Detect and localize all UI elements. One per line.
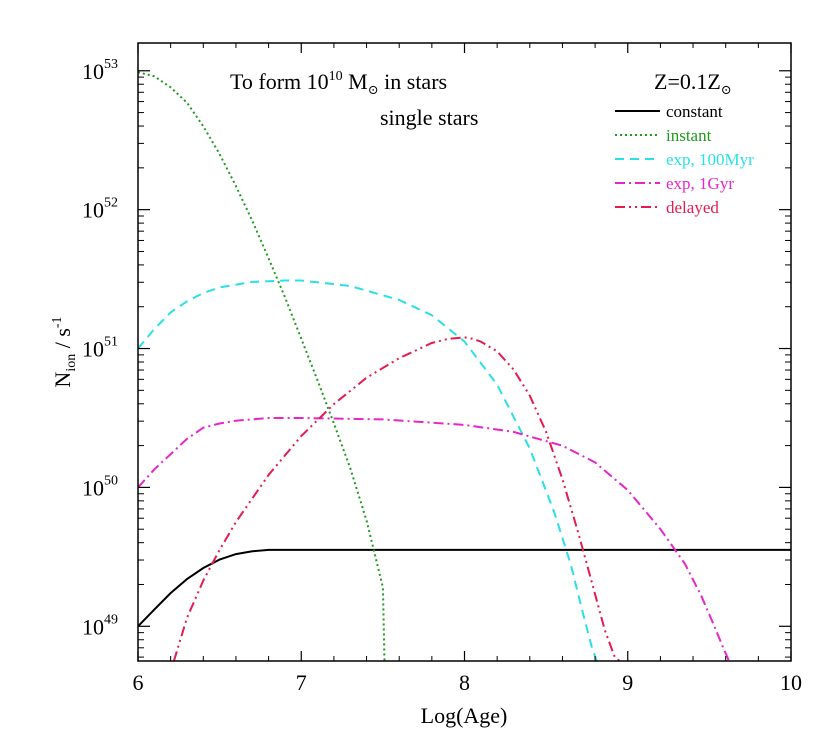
y-tick-label: 1051 [82,335,118,362]
plot-frame [137,42,792,662]
sun-symbol: ⊙ [721,82,732,97]
y-tick-exp: 50 [104,473,118,488]
y-tick-label: 1049 [82,612,118,639]
legend: constant instant exp, 100Myr exp, 1Gyr delay… [615,102,754,217]
title-unit: M [343,69,368,94]
legend-label: exp, 100Myr [666,150,754,169]
x-tick-label: 6 [133,670,144,695]
y-tick-label: 1053 [82,57,118,84]
y-tick-label: 1052 [82,196,118,223]
y-tick-base: 10 [82,59,104,84]
metallicity-pre: Z=0.1Z [654,69,721,94]
series-line-exp-100myr [138,279,598,661]
y-tick-exp: 52 [104,196,118,211]
x-axis-label: Log(Age) [421,703,508,728]
sun-symbol: ⊙ [368,82,379,97]
x-tick-label: 8 [459,670,470,695]
y-tick-base: 10 [82,475,104,500]
legend-label: delayed [666,198,719,217]
chart-annotation-title: To form 1010 M⊙ in stars [230,69,447,97]
y-tick-exp: 51 [104,335,118,350]
y-axis-label-sep: / s [50,328,75,354]
y-axis-label: Nion / s-1 [50,316,79,387]
y-tick-label: 1050 [82,473,118,500]
series-line-delayed [172,336,621,661]
series-line-constant [138,548,791,627]
y-tick-base: 10 [82,337,104,362]
y-tick-exp: 53 [104,57,118,72]
x-tick-label: 10 [780,670,802,695]
y-tick-base: 10 [82,198,104,223]
x-tick-label: 7 [296,670,307,695]
title-pre: To form 10 [230,69,329,94]
metallicity-annotation: Z=0.1Z⊙ [654,69,732,97]
y-tick-base: 10 [82,614,104,639]
title-exp: 10 [329,69,343,84]
series-line-exp-1gyr [138,417,730,661]
y-tick-exp: 49 [104,612,118,627]
title-post: in stars [379,69,447,94]
x-tick-label: 9 [622,670,633,695]
legend-label: constant [666,102,723,121]
y-axis-label-sup: -1 [50,316,65,328]
legend-label: instant [666,126,712,145]
legend-label: exp, 1Gyr [666,174,734,193]
y-axis-label-main: N [50,372,75,388]
y-axis-label-sub: ion [64,354,79,372]
series-layer [138,71,791,661]
chart-annotation-subtitle: single stars [380,105,478,130]
series-line-instant [138,71,386,661]
